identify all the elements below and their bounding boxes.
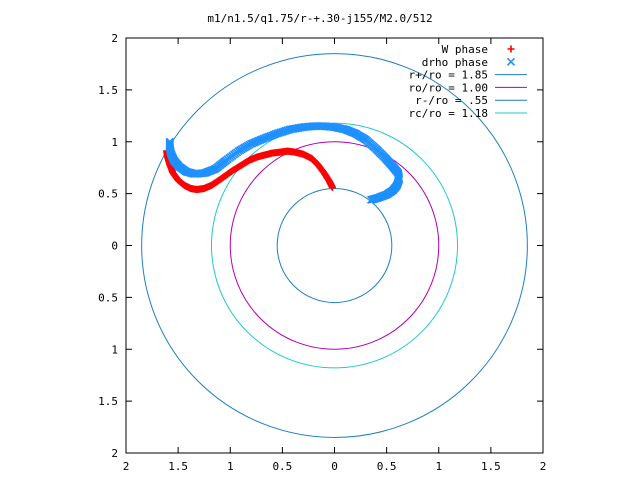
legend-label: rc/ro = 1.18 — [409, 107, 488, 120]
x-axis-tick-labels: 2 1.5 1 0.5 0 0.5 1 1.5 2 — [123, 460, 547, 473]
y-tick-label: 1.5 — [98, 84, 118, 97]
y-tick-label: 2 — [111, 32, 118, 45]
legend-marker-sample — [506, 57, 516, 66]
radius-circle — [210, 122, 459, 369]
y-tick-label: 0 — [111, 240, 118, 253]
x-tick-label: 0 — [331, 460, 338, 473]
radius-circle — [276, 187, 393, 304]
y-tick-label: 0.5 — [98, 188, 118, 201]
chart-title: m1/n1.5/q1.75/r-+.30-j155/M2.0/512 — [207, 12, 432, 25]
y-tick-label: 0.5 — [98, 291, 118, 304]
x-tick-label: 1.5 — [481, 460, 501, 473]
x-tick-label: 1 — [227, 460, 234, 473]
legend-label: ro/ro = 1.00 — [409, 81, 488, 94]
x-tick-label: 0.5 — [377, 460, 397, 473]
y-axis-tick-labels: 2 1.5 1 0.5 0 0.5 1 1.5 2 — [98, 32, 118, 460]
legend-label: W phase — [442, 43, 488, 56]
legend-marker-sample — [507, 45, 515, 53]
y-tick-label: 1 — [111, 343, 118, 356]
y-tick-label: 2 — [111, 447, 118, 460]
x-tick-label: 0.5 — [272, 460, 292, 473]
x-tick-label: 1 — [435, 460, 442, 473]
x-tick-label: 2 — [123, 460, 130, 473]
legend-label: drho phase — [422, 56, 488, 69]
radius-circle — [141, 53, 528, 438]
legend-label: r+/ro = 1.85 — [409, 69, 488, 82]
y-tick-label: 1.5 — [98, 395, 118, 408]
radius-circle — [229, 141, 440, 350]
radius-circles — [141, 53, 528, 438]
legend-label: r-/ro = .55 — [415, 94, 488, 107]
x-tick-label: 2 — [540, 460, 547, 473]
y-tick-label: 1 — [111, 136, 118, 149]
data-point — [165, 137, 174, 146]
axis-ticks — [125, 37, 544, 454]
phase-markers — [163, 122, 404, 204]
x-tick-label: 1.5 — [168, 460, 188, 473]
